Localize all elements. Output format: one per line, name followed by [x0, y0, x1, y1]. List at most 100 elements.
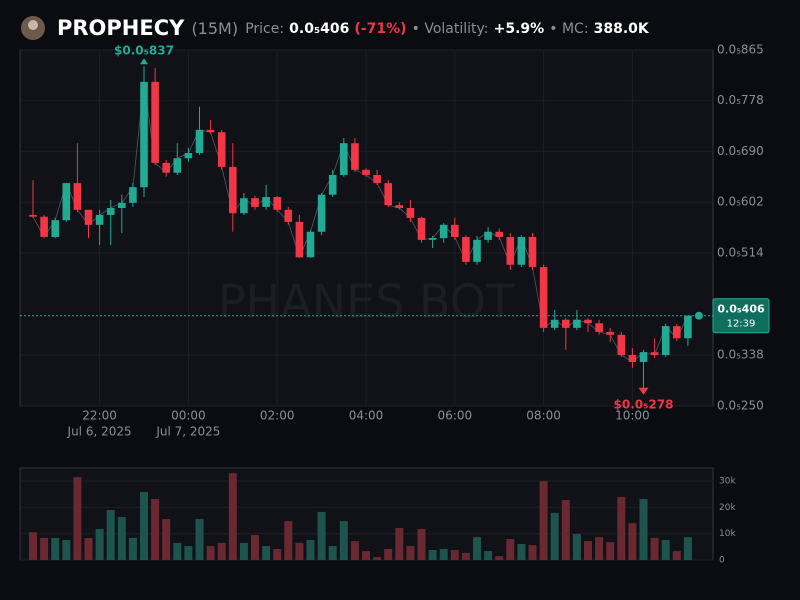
- volume-bar: [184, 546, 193, 560]
- candle-body: [351, 143, 359, 170]
- y-tick-label: 0.0₅778: [717, 93, 764, 107]
- last-price-dot: [694, 311, 703, 320]
- candle-body: [306, 231, 315, 258]
- interval: (15M): [191, 19, 238, 38]
- volume-bar: [317, 511, 326, 560]
- x-tick-label: 22:00: [82, 409, 117, 423]
- candle-body: [406, 208, 415, 218]
- volume-bar: [295, 542, 304, 560]
- candle-body: [206, 129, 215, 133]
- y-tick-label: 0.0₅690: [717, 144, 764, 158]
- volatility-caption: • Volatility:: [412, 21, 489, 37]
- volume-bar: [162, 518, 171, 560]
- volume-bar: [239, 542, 248, 560]
- candle-body: [140, 81, 148, 188]
- candle-body: [584, 319, 592, 324]
- volume-bar: [350, 541, 359, 560]
- candle-body: [328, 175, 337, 195]
- x-tick-label: 08:00: [526, 409, 561, 423]
- candle-body: [484, 231, 492, 240]
- candle-body: [417, 217, 426, 240]
- volume-bar: [151, 499, 160, 560]
- change: (-71%): [354, 21, 406, 37]
- volume-bar: [395, 527, 404, 560]
- avatar-face: [28, 20, 38, 30]
- volume-bar: [461, 552, 470, 560]
- volume-bar: [373, 557, 382, 560]
- volume-bar: [506, 538, 515, 560]
- volume-bar: [306, 540, 315, 560]
- volume-bar: [40, 537, 49, 560]
- candle-body: [229, 166, 237, 214]
- candle-body: [106, 208, 115, 215]
- candle-body: [51, 220, 59, 237]
- volume-bar: [29, 532, 37, 560]
- candle-body: [428, 238, 437, 240]
- candle-body: [606, 331, 614, 335]
- candle-body: [628, 355, 637, 363]
- low-label: $0.0₅278: [614, 397, 674, 411]
- y-tick-label: 0.0₅602: [717, 195, 764, 209]
- volume-bar: [95, 528, 104, 560]
- candle-body: [528, 236, 537, 268]
- candle-body: [673, 326, 681, 339]
- candle-body: [539, 267, 548, 328]
- volume-bar: [450, 550, 459, 560]
- candle-body: [40, 216, 48, 237]
- candle-body: [595, 323, 603, 332]
- low-marker: [638, 387, 649, 395]
- candle-body: [373, 175, 381, 184]
- volume-bar: [561, 500, 570, 560]
- candle-body: [684, 315, 692, 339]
- candle-body: [284, 209, 293, 222]
- volume-bar: [539, 481, 548, 560]
- volume-bar: [628, 523, 637, 560]
- volume-bar: [284, 521, 293, 560]
- candle-body: [340, 143, 348, 176]
- candle-body: [473, 239, 481, 262]
- high-marker: [140, 58, 148, 65]
- volume-bar: [84, 537, 93, 560]
- volume-bar: [228, 473, 237, 560]
- token-name: PROPHECY: [57, 16, 185, 40]
- price: 0.0₅406: [289, 21, 349, 37]
- y-tick-label: 30k: [719, 477, 736, 487]
- candle-body: [29, 214, 37, 217]
- price-caption: Price:: [245, 21, 284, 37]
- volume-bar: [273, 548, 282, 560]
- volume-bar: [140, 491, 148, 560]
- countdown: 12:39: [727, 319, 756, 330]
- volatility: +5.9%: [494, 21, 545, 37]
- y-tick-label: 0.0₅338: [717, 348, 764, 362]
- candle-body: [73, 183, 82, 210]
- mc-caption: • MC:: [549, 21, 588, 37]
- volume-bar: [73, 477, 82, 560]
- volume-bar: [572, 533, 581, 560]
- candle-body: [617, 334, 626, 356]
- volume-bar: [517, 543, 526, 560]
- volume-bar: [495, 556, 504, 560]
- volume-bar: [106, 510, 115, 560]
- x-tick-label: 02:00: [260, 409, 295, 423]
- volume-bar: [417, 528, 426, 560]
- last-price-label: 0.0₅406: [717, 303, 765, 316]
- volume-bar: [639, 499, 648, 560]
- candle-body: [495, 231, 503, 237]
- candle-body: [317, 194, 326, 232]
- candle-body: [129, 187, 137, 203]
- candle-body: [84, 209, 93, 225]
- candle-body: [173, 158, 182, 173]
- volume-bar: [584, 541, 592, 560]
- volume-bar: [339, 521, 348, 560]
- volume-bar: [606, 542, 615, 560]
- candle-body: [395, 205, 404, 209]
- candle-body: [273, 197, 281, 210]
- candle-body: [162, 162, 170, 173]
- volume-bar: [672, 551, 681, 560]
- candle-body: [217, 132, 226, 167]
- y-tick-label: 20k: [719, 503, 736, 513]
- volume-bar: [439, 548, 448, 560]
- x-date-label: Jul 7, 2025: [155, 425, 220, 439]
- high-label: $0.0₅837: [114, 44, 174, 58]
